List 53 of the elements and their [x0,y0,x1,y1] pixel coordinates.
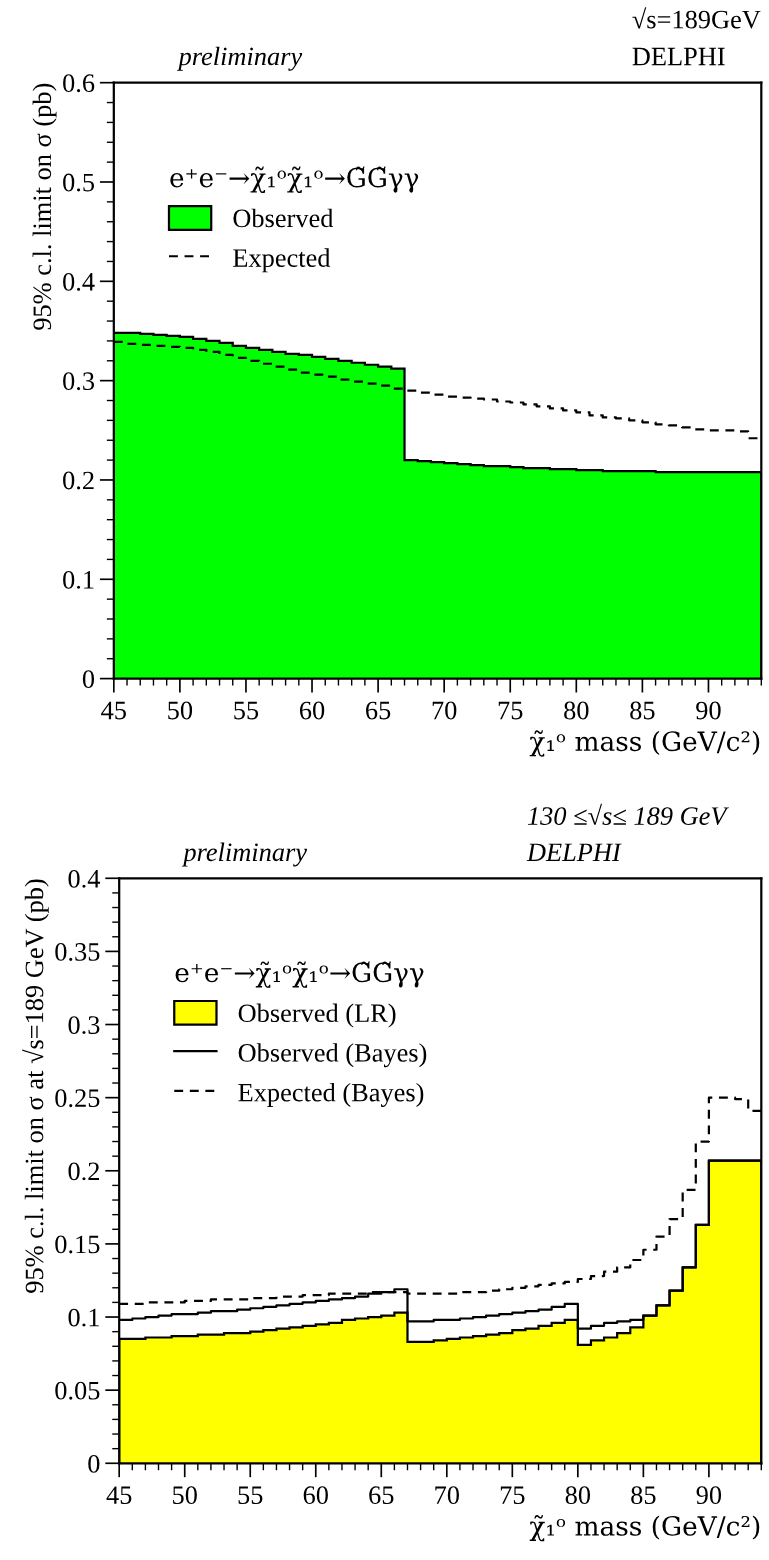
legend-title: e⁺e⁻→χ̃₁ᵒχ̃₁ᵒ→G̃G̃γγ [175,961,424,988]
y-tick-label: 0.25 [55,1089,100,1108]
x-tick-label: 85 [631,1486,656,1505]
y-tick-label: 0 [88,1454,100,1473]
y-tick-label: 0.5 [63,173,95,192]
y-tick-label: 0.1 [68,1308,99,1327]
legend-label: Observed (LR) [238,1003,396,1028]
x-tick-label: 55 [238,1486,263,1505]
text: DELPHI [526,843,622,862]
x-tick-label: 90 [696,1486,722,1505]
x-tick-label: 55 [234,701,259,720]
x-tick-label: 80 [564,701,589,720]
y-axis-title: 95% c.l. limit on σ (pb) [32,83,57,330]
x-axis-title: χ̃₁ᵒ mass (GeV/c²) [529,1514,760,1542]
text: preliminary [181,842,308,867]
text: preliminary [177,46,303,71]
y-tick-label: 0.4 [68,869,101,888]
legend-label: Observed (Bayes) [238,1043,427,1068]
text: DELPHI [632,47,725,66]
x-tick-label: 45 [106,1486,132,1505]
x-tick-label: 90 [696,701,721,720]
x-tick-label: 45 [101,701,126,720]
y-tick-label: 0.1 [63,570,94,589]
x-tick-label: 80 [565,1486,591,1505]
text: √s=189GeV [632,7,761,29]
x-tick-label: 60 [299,701,325,720]
y-tick-label: 0.3 [63,372,95,391]
y-tick-label: 0.3 [68,1016,100,1035]
legend-title: e⁺e⁻→χ̃₁ᵒχ̃₁ᵒ→G̃G̃γγ [170,166,419,193]
legend-label: Expected [233,248,331,273]
x-axis-title: χ̃₁ᵒ mass (GeV/c²) [529,730,760,757]
text: 130 ≤√s≤ 189 GeV [527,803,730,826]
x-tick-label: 50 [173,1486,197,1505]
legend-label: Observed [233,208,334,228]
x-tick-label: 75 [498,701,523,720]
x-tick-label: 85 [630,701,655,720]
legend-label: Expected (Bayes) [238,1082,424,1107]
x-tick-label: 70 [435,1486,459,1505]
y-tick-label: 0.6 [63,74,95,93]
x-tick-label: 50 [168,701,193,720]
x-tick-label: 65 [366,701,391,720]
x-tick-label: 70 [432,701,457,720]
y-tick-label: 0.2 [63,471,94,490]
y-tick-label: 0.15 [55,1235,100,1254]
y-tick-label: 0.05 [55,1381,100,1400]
y-axis-title: 95% c.l. limit on σ at √s=189 GeV (pb) [22,879,49,1293]
y-tick-label: 0.4 [63,272,95,291]
x-tick-label: 75 [500,1486,525,1505]
y-tick-label: 0.2 [68,1162,99,1181]
y-tick-label: 0 [82,670,95,689]
y-tick-label: 0.35 [55,943,100,961]
x-tick-label: 65 [369,1486,394,1505]
x-tick-label: 60 [303,1486,328,1505]
